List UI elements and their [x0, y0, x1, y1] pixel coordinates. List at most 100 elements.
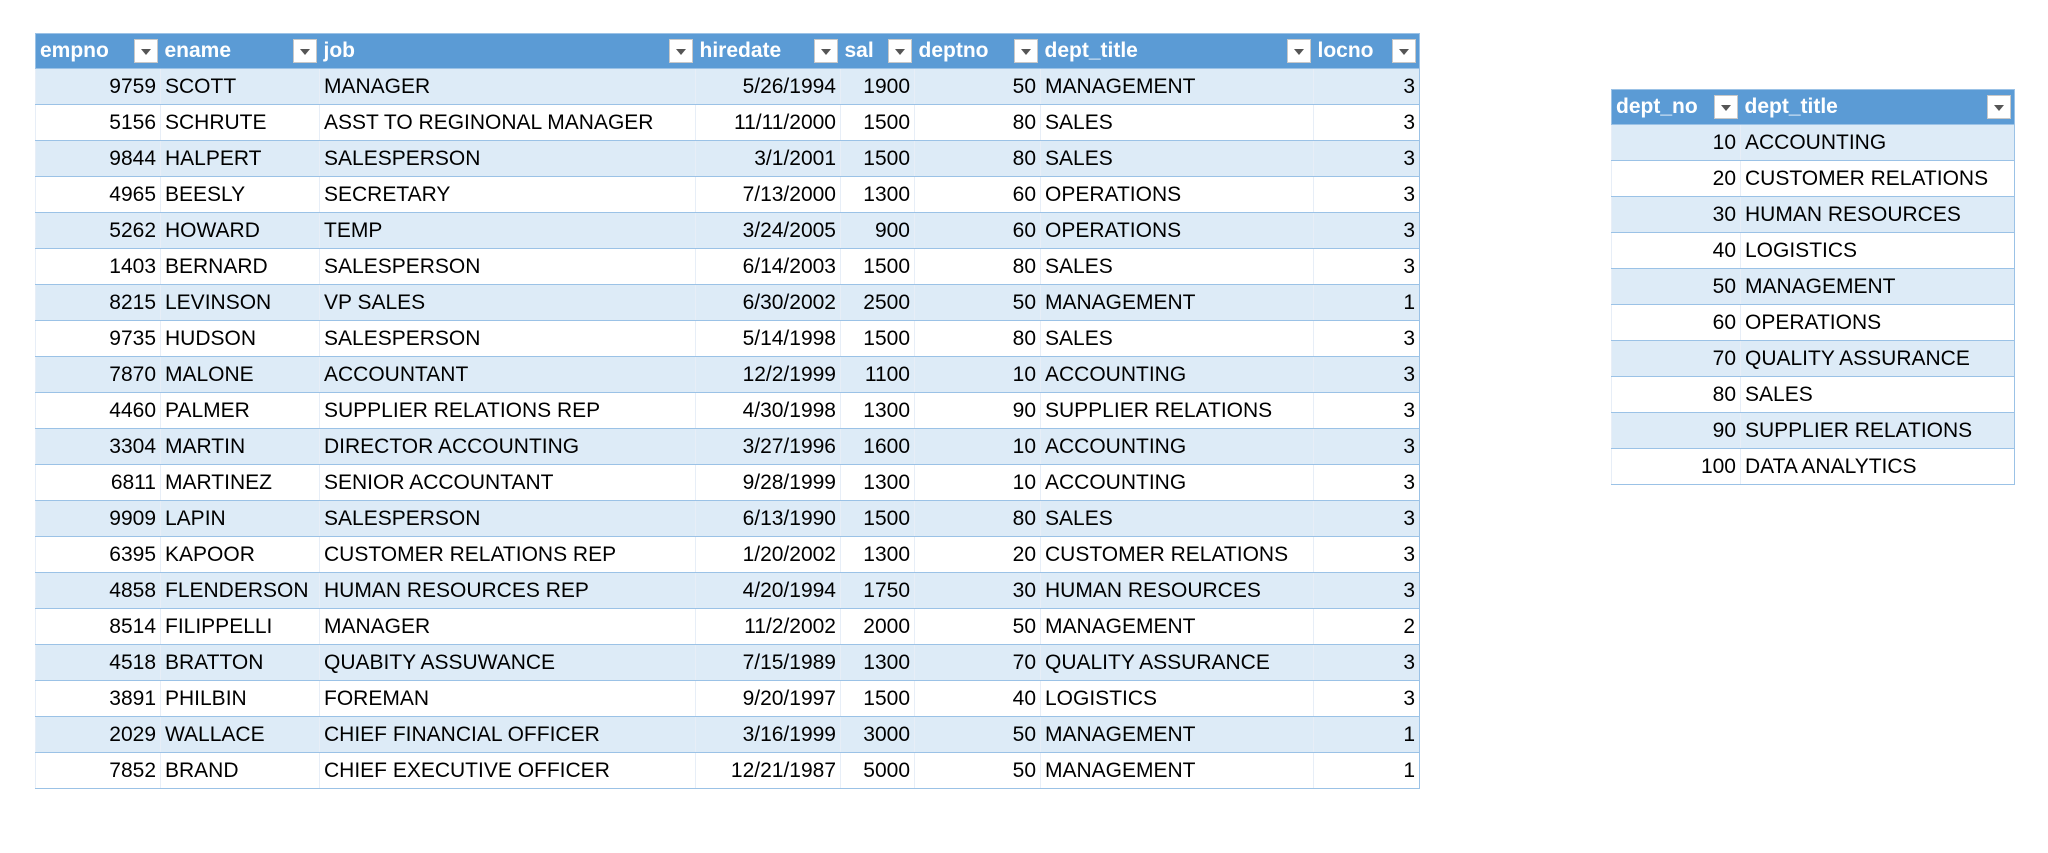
table-cell: SALES — [1040, 248, 1314, 285]
table-row: 8514 FILIPPELLI MANAGER 11/2/2002 2000 50 MANA… — [35, 608, 1420, 645]
table-cell: KAPOOR — [160, 536, 320, 573]
table-cell: 50 — [914, 608, 1041, 645]
filter-button[interactable] — [1713, 95, 1738, 119]
table-cell: FOREMAN — [319, 680, 696, 717]
table-cell: HUMAN RESOURCES — [1040, 572, 1314, 609]
table-row: 70 QUALITY ASSURANCE — [1611, 340, 2015, 377]
header-row: empno ename job hiredate sal deptno dept_title… — [35, 33, 1420, 69]
table-cell: 3304 — [35, 428, 161, 465]
table-cell: HUMAN RESOURCES — [1740, 196, 2015, 233]
table-cell: 1300 — [840, 392, 915, 429]
table-cell: 70 — [1611, 340, 1741, 377]
table-cell: 100 — [1611, 448, 1741, 485]
table-cell: CHIEF EXECUTIVE OFFICER — [319, 752, 696, 789]
table-cell: HUMAN RESOURCES REP — [319, 572, 696, 609]
filter-button[interactable] — [668, 39, 693, 63]
table-cell: 1300 — [840, 464, 915, 501]
table-cell: 9759 — [35, 68, 161, 105]
column-header: dept_title — [1040, 33, 1314, 69]
table-row: 5262 HOWARD TEMP 3/24/2005 900 60 OPERATIONS 3 — [35, 212, 1420, 249]
table-cell: 3 — [1313, 680, 1420, 717]
table-cell: 1 — [1313, 752, 1420, 789]
table-row: 6395 KAPOOR CUSTOMER RELATIONS REP 1/20/200… — [35, 536, 1420, 573]
table-cell: 1500 — [840, 104, 915, 141]
table-cell: 50 — [914, 752, 1041, 789]
table-cell: 7870 — [35, 356, 161, 393]
table-cell: QUALITY ASSURANCE — [1040, 644, 1314, 681]
table-cell: 12/21/1987 — [695, 752, 841, 789]
filter-button[interactable] — [292, 39, 317, 63]
table-cell: 5000 — [840, 752, 915, 789]
table-cell: 60 — [914, 176, 1041, 213]
table-cell: 3 — [1313, 68, 1420, 105]
filter-button[interactable] — [133, 39, 158, 63]
table-cell: FLENDERSON — [160, 572, 320, 609]
table-cell: 40 — [914, 680, 1041, 717]
header-row: dept_no dept_title — [1611, 89, 2015, 125]
table-cell: MANAGEMENT — [1040, 752, 1314, 789]
column-header: job — [319, 33, 696, 69]
table-cell: MANAGEMENT — [1040, 284, 1314, 321]
table-cell: 8215 — [35, 284, 161, 321]
table-cell: DIRECTOR ACCOUNTING — [319, 428, 696, 465]
table-cell: CHIEF FINANCIAL OFFICER — [319, 716, 696, 753]
table-cell: 2500 — [840, 284, 915, 321]
table-row: 5156 SCHRUTE ASST TO REGINONAL MANAGER 11/1… — [35, 104, 1420, 141]
table-cell: 3/27/1996 — [695, 428, 841, 465]
table-cell: 2000 — [840, 608, 915, 645]
table-cell: 1300 — [840, 536, 915, 573]
table-cell: 20 — [914, 536, 1041, 573]
table-cell: 3/1/2001 — [695, 140, 841, 177]
table-cell: MANAGEMENT — [1040, 608, 1314, 645]
table-cell: 6/14/2003 — [695, 248, 841, 285]
table-cell: MANAGEMENT — [1740, 268, 2015, 305]
filter-button[interactable] — [1987, 95, 2011, 119]
table-cell: 3 — [1313, 356, 1420, 393]
table-cell: OPERATIONS — [1040, 176, 1314, 213]
table-cell: 8514 — [35, 608, 161, 645]
table-cell: 3/24/2005 — [695, 212, 841, 249]
table-cell: MALONE — [160, 356, 320, 393]
table-row: 9759 SCOTT MANAGER 5/26/1994 1900 50 MANAGEMEN… — [35, 68, 1420, 105]
table-cell: 4965 — [35, 176, 161, 213]
table-cell: 11/2/2002 — [695, 608, 841, 645]
table-cell: SCOTT — [160, 68, 320, 105]
column-header: ename — [160, 33, 320, 69]
table-cell: 3 — [1313, 392, 1420, 429]
table-row: 4518 BRATTON QUABITY ASSUWANCE 7/15/1989 130… — [35, 644, 1420, 681]
table-cell: SUPPLIER RELATIONS REP — [319, 392, 696, 429]
filter-button[interactable] — [887, 39, 912, 63]
table-cell: 4/20/1994 — [695, 572, 841, 609]
table-cell: 1500 — [840, 500, 915, 537]
table-cell: 3 — [1313, 536, 1420, 573]
table-cell: 900 — [840, 212, 915, 249]
table-cell: OPERATIONS — [1040, 212, 1314, 249]
table-cell: 7/13/2000 — [695, 176, 841, 213]
filter-button[interactable] — [1013, 39, 1038, 63]
table-cell: SALESPERSON — [319, 140, 696, 177]
table-cell: 70 — [914, 644, 1041, 681]
table-cell: 90 — [914, 392, 1041, 429]
table-cell: 3 — [1313, 500, 1420, 537]
table-cell: 60 — [1611, 304, 1741, 341]
table-cell: MARTINEZ — [160, 464, 320, 501]
filter-button[interactable] — [813, 39, 838, 63]
table-cell: 12/2/1999 — [695, 356, 841, 393]
filter-button[interactable] — [1392, 39, 1416, 63]
table-cell: SALES — [1040, 500, 1314, 537]
table-row: 9735 HUDSON SALESPERSON 5/14/1998 1500 80 SALE… — [35, 320, 1420, 357]
table-cell: ACCOUNTING — [1040, 428, 1314, 465]
table-row: 9844 HALPERT SALESPERSON 3/1/2001 1500 80 SALE… — [35, 140, 1420, 177]
table-row: 50 MANAGEMENT — [1611, 268, 2015, 305]
table-row: 80 SALES — [1611, 376, 2015, 413]
filter-button[interactable] — [1286, 39, 1311, 63]
table-cell: 9844 — [35, 140, 161, 177]
table-cell: 5/26/1994 — [695, 68, 841, 105]
table-cell: 10 — [1611, 124, 1741, 161]
table-cell: HUDSON — [160, 320, 320, 357]
column-header: dept_title — [1740, 89, 2015, 125]
table-cell: SALES — [1040, 320, 1314, 357]
column-header: dept_no — [1611, 89, 1741, 125]
table-cell: 1 — [1313, 284, 1420, 321]
table-cell: LAPIN — [160, 500, 320, 537]
